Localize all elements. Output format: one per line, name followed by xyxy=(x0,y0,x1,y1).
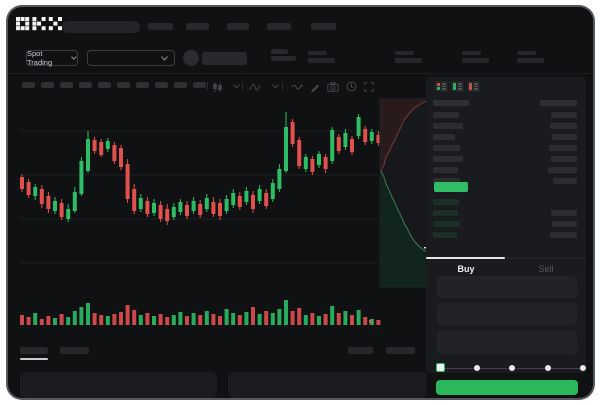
book-asks-icon[interactable] xyxy=(467,81,480,92)
timeframe-button[interactable] xyxy=(98,82,111,88)
trade-sidebar: Buy Sell xyxy=(426,77,586,373)
timeframe-button[interactable] xyxy=(193,82,206,88)
chart-footer-action[interactable] xyxy=(348,347,373,354)
last-price-bar[interactable] xyxy=(434,182,468,192)
slider-dot[interactable] xyxy=(580,365,586,371)
chevron-down-icon xyxy=(71,56,77,60)
pair-selector[interactable] xyxy=(87,50,175,66)
buy-submit-button[interactable] xyxy=(436,380,578,395)
ticker-stat xyxy=(308,51,336,64)
price-input[interactable] xyxy=(437,276,577,298)
candlestick-chart[interactable] xyxy=(20,94,430,329)
coin-avatar xyxy=(183,50,199,66)
total-input[interactable] xyxy=(437,330,577,354)
timeframe-button[interactable] xyxy=(22,82,35,88)
active-footer-tab-underline xyxy=(20,358,48,360)
nav-item-placeholder[interactable] xyxy=(227,23,249,30)
slider-dot[interactable] xyxy=(509,365,515,371)
header-divider xyxy=(8,73,593,74)
slider-dot[interactable] xyxy=(544,365,551,371)
expand-icon[interactable] xyxy=(362,81,376,92)
order-book-ask-row[interactable] xyxy=(433,145,577,151)
order-book-bid-row[interactable] xyxy=(433,210,577,216)
order-book-ask-row[interactable] xyxy=(433,134,577,140)
depth-overlay xyxy=(379,98,430,288)
chevron-down-icon xyxy=(161,55,168,61)
change-value-placeholder xyxy=(271,56,296,61)
tabs-divider xyxy=(426,258,586,259)
clock-icon[interactable] xyxy=(344,81,358,92)
book-bids-icon[interactable] xyxy=(451,81,464,92)
tab-buy[interactable]: Buy xyxy=(457,264,475,274)
pencil-icon[interactable] xyxy=(308,81,322,92)
app-window: Spot Trading xyxy=(8,7,593,398)
order-book-ask-row[interactable] xyxy=(433,123,577,129)
tab-sell[interactable]: Sell xyxy=(538,264,554,274)
nav-item-placeholder[interactable] xyxy=(148,23,173,30)
order-book-ask-row[interactable] xyxy=(433,167,577,173)
change-label-placeholder xyxy=(271,49,288,54)
indicator-icon[interactable] xyxy=(248,81,262,92)
chevron-down-icon[interactable] xyxy=(268,81,282,92)
chart-footer-tab[interactable] xyxy=(60,347,89,354)
nav-item-placeholder[interactable] xyxy=(311,23,336,30)
timeframe-button[interactable] xyxy=(117,82,130,88)
orders-panel-placeholder[interactable] xyxy=(20,372,217,398)
candlestick-series xyxy=(20,112,381,225)
chart-footer-action[interactable] xyxy=(386,347,415,354)
order-book-header xyxy=(433,100,577,106)
history-panel-placeholder[interactable] xyxy=(228,372,427,398)
order-book-ask-row[interactable] xyxy=(433,112,577,118)
order-book-ask-row[interactable] xyxy=(433,156,577,162)
timeframe-button[interactable] xyxy=(79,82,92,88)
candle-style-icon[interactable] xyxy=(210,81,224,92)
market-type-selector[interactable]: Spot Trading xyxy=(26,49,78,67)
timeframe-button[interactable] xyxy=(136,82,149,88)
amount-input[interactable] xyxy=(437,303,577,325)
order-book-bid-row[interactable] xyxy=(433,199,577,205)
ticker-stat xyxy=(517,51,545,64)
nav-item-placeholder[interactable] xyxy=(267,23,291,30)
search-input[interactable] xyxy=(62,21,140,33)
camera-icon[interactable] xyxy=(326,81,340,92)
order-book-bid-row[interactable] xyxy=(433,221,577,227)
timeframe-button[interactable] xyxy=(174,82,187,88)
timeframe-button[interactable] xyxy=(155,82,168,88)
timeframe-button[interactable] xyxy=(41,82,54,88)
ticker-stat xyxy=(462,51,490,64)
market-type-label: Spot Trading xyxy=(27,49,53,67)
okx-logo[interactable] xyxy=(16,17,62,31)
chevron-down-icon[interactable] xyxy=(229,81,243,92)
amount-percent-slider[interactable] xyxy=(436,363,586,373)
slider-dot[interactable] xyxy=(473,365,480,371)
order-book-bid-row[interactable] xyxy=(433,232,577,238)
last-price-placeholder xyxy=(202,52,247,65)
ticker-stat xyxy=(395,51,423,64)
volume-series xyxy=(20,300,381,325)
book-both-icon[interactable] xyxy=(435,81,448,92)
timeframe-button[interactable] xyxy=(60,82,73,88)
chart-footer-tab[interactable] xyxy=(20,347,48,354)
order-book-ask-row[interactable] xyxy=(433,178,577,184)
active-tab-underline xyxy=(426,257,505,259)
wave-icon[interactable] xyxy=(290,81,304,92)
slider-dot[interactable] xyxy=(436,363,445,372)
nav-item-placeholder[interactable] xyxy=(186,23,209,30)
